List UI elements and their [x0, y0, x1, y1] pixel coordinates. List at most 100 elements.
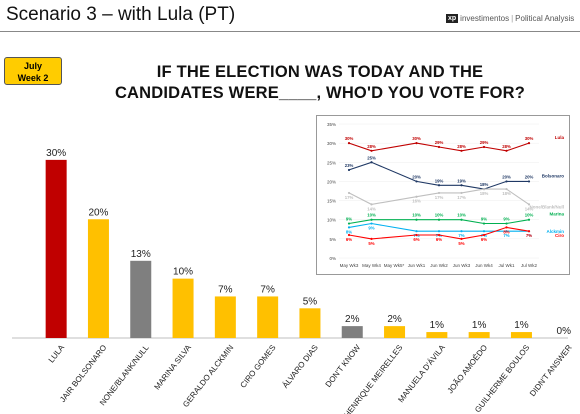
- inset-value-label: 7%: [526, 233, 532, 238]
- inset-point-none-blank-null: [347, 191, 351, 195]
- week-badge: July Week 2: [4, 57, 62, 85]
- inset-point-ciro: [347, 233, 351, 237]
- inset-value-label: 23%: [345, 163, 354, 168]
- inset-line-lula: [348, 142, 530, 152]
- bar-marina-silva: [172, 278, 194, 338]
- bar-alvaro-dias: [299, 308, 321, 338]
- inset-value-label: 19%: [457, 178, 466, 183]
- inset-point-none-blank-null: [437, 191, 441, 195]
- inset-line-marina: [348, 219, 530, 225]
- inset-point-bolsonaro: [460, 184, 463, 187]
- inset-series-label-bolsonaro: Bolsonaro: [542, 173, 565, 178]
- inset-point-bolsonaro: [527, 180, 531, 183]
- data-label-ciro-gomes: 7%: [260, 284, 275, 295]
- category-label-ciro-gomes: CIRO GOMES: [239, 343, 278, 390]
- category-label-marina-silva: MARINA SILVA: [152, 343, 193, 392]
- inset-point-bolsonaro: [347, 168, 351, 172]
- inset-value-label: 10%: [412, 213, 421, 218]
- inset-value-label: 19%: [435, 178, 444, 183]
- inset-point-lula: [437, 145, 441, 149]
- inset-y-tick: 35%: [327, 122, 336, 127]
- inset-value-label: 30%: [345, 136, 354, 141]
- inset-point-marina: [482, 222, 486, 225]
- inset-y-tick: 20%: [327, 179, 336, 184]
- inset-line-bolsonaro: [348, 161, 529, 190]
- inset-point-marina: [505, 222, 508, 225]
- inset-x-tick: May Wk3: [340, 263, 359, 268]
- inset-value-label: 30%: [412, 136, 421, 141]
- logo-division: Political Analysis: [515, 14, 575, 23]
- inset-point-lula: [415, 142, 418, 145]
- inset-value-label: 16%: [412, 199, 421, 204]
- inset-point-ciro: [482, 233, 486, 237]
- inset-value-label: 7%: [503, 233, 509, 238]
- inset-y-tick: 10%: [327, 218, 336, 223]
- inset-point-bolsonaro: [437, 184, 441, 187]
- inset-value-label: 7%: [458, 233, 464, 238]
- inset-y-tick: 30%: [327, 141, 336, 146]
- inset-y-tick: 5%: [329, 237, 336, 242]
- bar-joao-amoedo: [468, 332, 490, 338]
- inset-value-label: 9%: [346, 217, 352, 222]
- inset-value-label: 8%: [346, 229, 352, 234]
- inset-line-none-blank-null: [348, 188, 530, 205]
- inset-value-label: 10%: [367, 213, 376, 218]
- inset-point-alckmin: [437, 230, 441, 233]
- data-label-manuela-d-avila: 1%: [430, 320, 445, 331]
- inset-series-label-marina: Marina: [549, 212, 564, 217]
- inset-y-tick: 15%: [327, 199, 336, 204]
- logo-brand: xp: [446, 14, 459, 23]
- inset-value-label: 18%: [480, 191, 489, 196]
- category-label-jair-bolsonaro: JAIR BOLSONARO: [58, 343, 108, 404]
- inset-point-bolsonaro: [415, 180, 418, 183]
- inset-point-ciro: [460, 237, 463, 240]
- inset-value-label: 9%: [481, 217, 487, 222]
- inset-point-ciro: [437, 233, 441, 237]
- inset-value-label: 6%: [436, 237, 442, 242]
- page-title: Scenario 3 – with Lula (PT): [6, 4, 236, 25]
- inset-value-label: 25%: [367, 155, 376, 160]
- inset-value-label: 6%: [413, 237, 419, 242]
- inset-value-label: 29%: [480, 140, 489, 145]
- inset-value-label: 18%: [502, 191, 511, 196]
- question-line-1: IF THE ELECTION WAS TODAY AND THE: [156, 63, 484, 81]
- inset-x-tick: May Wk4: [362, 263, 381, 268]
- data-label-none-blank-null: 13%: [131, 249, 151, 260]
- inset-value-label: 14%: [367, 206, 376, 211]
- inset-point-none-blank-null: [482, 187, 486, 191]
- category-label-joao-amoedo: JOÃO AMOÊDO: [446, 343, 489, 395]
- data-label-don-t-know: 2%: [345, 314, 360, 325]
- inset-point-none-blank-null: [460, 191, 463, 195]
- inset-series-label-alckmin: Alckmin: [546, 229, 564, 234]
- question-line-2: CANDIDATES WERE____, WHO'D YOU VOTE FOR?: [114, 84, 526, 102]
- inset-point-lula: [527, 142, 531, 145]
- inset-point-none-blank-null: [370, 203, 373, 206]
- category-label-none-blank-null: NONE/BLANK/NULL: [98, 343, 151, 407]
- inset-point-alckmin: [482, 230, 486, 233]
- logo-name: investimentos: [460, 14, 510, 23]
- badge-month: July: [23, 61, 42, 71]
- inset-value-label: 28%: [457, 144, 466, 149]
- inset-point-none-blank-null: [527, 203, 531, 206]
- inset-value-label: 20%: [525, 174, 534, 179]
- inset-value-label: 29%: [435, 140, 444, 145]
- inset-value-label: 17%: [435, 195, 444, 200]
- bar-don-t-know: [341, 326, 363, 338]
- inset-point-marina: [347, 222, 351, 225]
- inset-value-label: 10%: [435, 213, 444, 218]
- badge-week: Week 2: [17, 73, 49, 83]
- inset-point-alckmin: [505, 230, 508, 233]
- data-label-jair-bolsonaro: 20%: [88, 207, 108, 218]
- bar-guilherme-boulos: [510, 332, 532, 338]
- inset-value-label: 14%: [525, 206, 534, 211]
- bar-manuela-d-avila: [426, 332, 448, 338]
- inset-x-tick: Jun Wk1: [408, 263, 426, 268]
- inset-value-label: 20%: [502, 174, 511, 179]
- category-label-don-t-know: DON'T KNOW: [324, 343, 363, 389]
- inset-point-ciro: [505, 226, 508, 229]
- inset-point-bolsonaro: [505, 180, 508, 183]
- trend-line-chart: 0% 5% 10% 15% 20% 25% 30% 35% May Wk3 May Wk4 May …: [316, 115, 570, 275]
- inset-series-label-ciro: Ciro: [555, 233, 564, 238]
- inset-value-label: 10%: [525, 213, 534, 218]
- inset-line-alckmin: [348, 222, 529, 232]
